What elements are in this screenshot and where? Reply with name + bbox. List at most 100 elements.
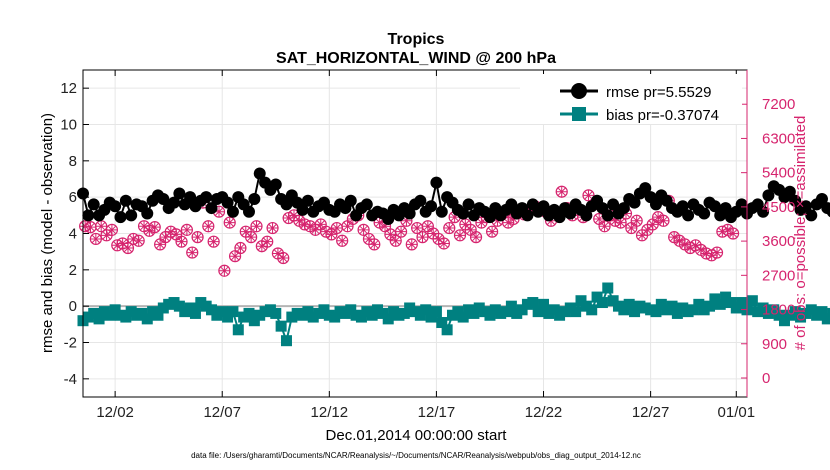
rmse-point [296,203,309,216]
rmse-point [269,178,282,191]
rmse-point [200,191,213,204]
rmse-point [628,196,641,209]
obs-assimilated-marker [582,189,594,201]
obs-point [710,246,724,259]
obs-assimilated-marker [491,215,503,227]
obs-assimilated-marker [674,235,686,247]
obs-assimilated-marker [625,222,637,234]
obs-assimilated-marker [368,238,380,250]
rmse-point [205,202,218,215]
rmse-point [521,209,534,222]
obs-point [170,228,183,241]
rmse-point [168,196,181,209]
x-tick-label: 12/22 [525,404,563,421]
obs-assimilated-marker [315,218,327,230]
obs-assimilated-marker [556,186,568,198]
bias-point [189,307,201,319]
rmse-point [462,198,475,211]
rmse-point [87,198,100,211]
rmse-point [457,207,470,220]
rmse-point [682,209,695,222]
obs-assimilated-marker [443,222,455,234]
rmse-point [243,205,255,218]
y2-tick-label: 6300 [762,130,795,147]
bias-point [532,306,544,318]
obs-assimilated-marker [304,220,316,232]
obs-assimilated-marker [272,247,284,259]
bias-point [430,306,442,318]
rmse-point [639,182,652,195]
rmse-point [762,189,775,202]
y2-tick-label: 0 [762,370,770,387]
bias-point [382,313,394,325]
obs-point [582,189,595,202]
rmse-point [425,200,438,213]
obs-assimilated-marker [176,236,188,248]
rmse-point [403,207,416,220]
obs-point [148,221,161,234]
obs-assimilated-marker [234,242,246,254]
obs-assimilated-marker [277,252,289,264]
obs-assimilated-marker [727,228,739,239]
obs-point [437,237,451,250]
obs-assimilated-marker [293,215,305,227]
obs-point [154,238,167,251]
obs-point [218,264,231,277]
obs-assimilated-marker [406,238,418,250]
y-axis-label: rmse and bias (model - observation) [39,113,56,353]
y2-axis-label: # of obs: o=possible; ×=assimilated [792,116,809,351]
obs-point [657,214,670,227]
obs-assimilated-marker [657,215,669,227]
rmse-point [649,198,662,211]
obs-assimilated-marker [218,265,230,277]
rmse-point [805,209,818,222]
obs-assimilated-marker [181,224,193,236]
obs-assimilated-marker [668,231,680,243]
bias-point [227,306,239,318]
rmse-point [580,209,593,222]
obs-assimilated-marker [679,238,691,250]
obs-point [330,221,343,235]
rmse-point [708,200,721,213]
x-axis-label: Dec.01,2014 00:00:00 start [326,427,508,444]
bias-point [152,309,164,321]
obs-assimilated-marker [186,247,198,259]
y-tick-label: 2 [69,262,77,279]
rmse-point [360,198,373,211]
obs-assimilated-marker [593,213,605,225]
obs-point [443,221,456,235]
obs-assimilated-marker [636,229,648,241]
obs-assimilated-marker [84,221,96,233]
y-tick-label: 8 [69,153,77,170]
rmse-point [253,167,266,180]
bias-point [441,324,453,336]
obs-assimilated-marker [90,233,102,245]
obs-assimilated-marker [143,225,155,237]
obs-assimilated-marker [711,247,723,259]
rmse-point [301,194,314,207]
rmse-point [125,209,138,222]
rmse-point [141,207,154,220]
bias-point [270,307,282,319]
obs-assimilated-marker [133,235,145,247]
obs-assimilated-marker [325,228,337,240]
rmse-point [617,202,630,215]
obs-point [202,220,215,233]
rmse-point [435,205,448,218]
bias-point [527,297,539,309]
obs-assimilated-marker [154,238,166,250]
y-tick-label: -4 [64,371,77,388]
obs-point [207,235,220,248]
obs-assimilated-marker [240,226,252,238]
bias-point [827,307,830,319]
obs-point [250,220,263,233]
x-tick-label: 12/12 [311,404,349,421]
obs-point [261,235,274,248]
axis-ticks: 12/02 12/07 12/12 12/17 12/22 12/27 01/01 -4 -2 0… [60,70,795,421]
y-tick-label: 6 [69,189,77,206]
bias-point [275,320,287,332]
obs-point [726,227,740,240]
obs-assimilated-marker [101,229,113,241]
x-tick-label: 12/17 [418,404,456,421]
